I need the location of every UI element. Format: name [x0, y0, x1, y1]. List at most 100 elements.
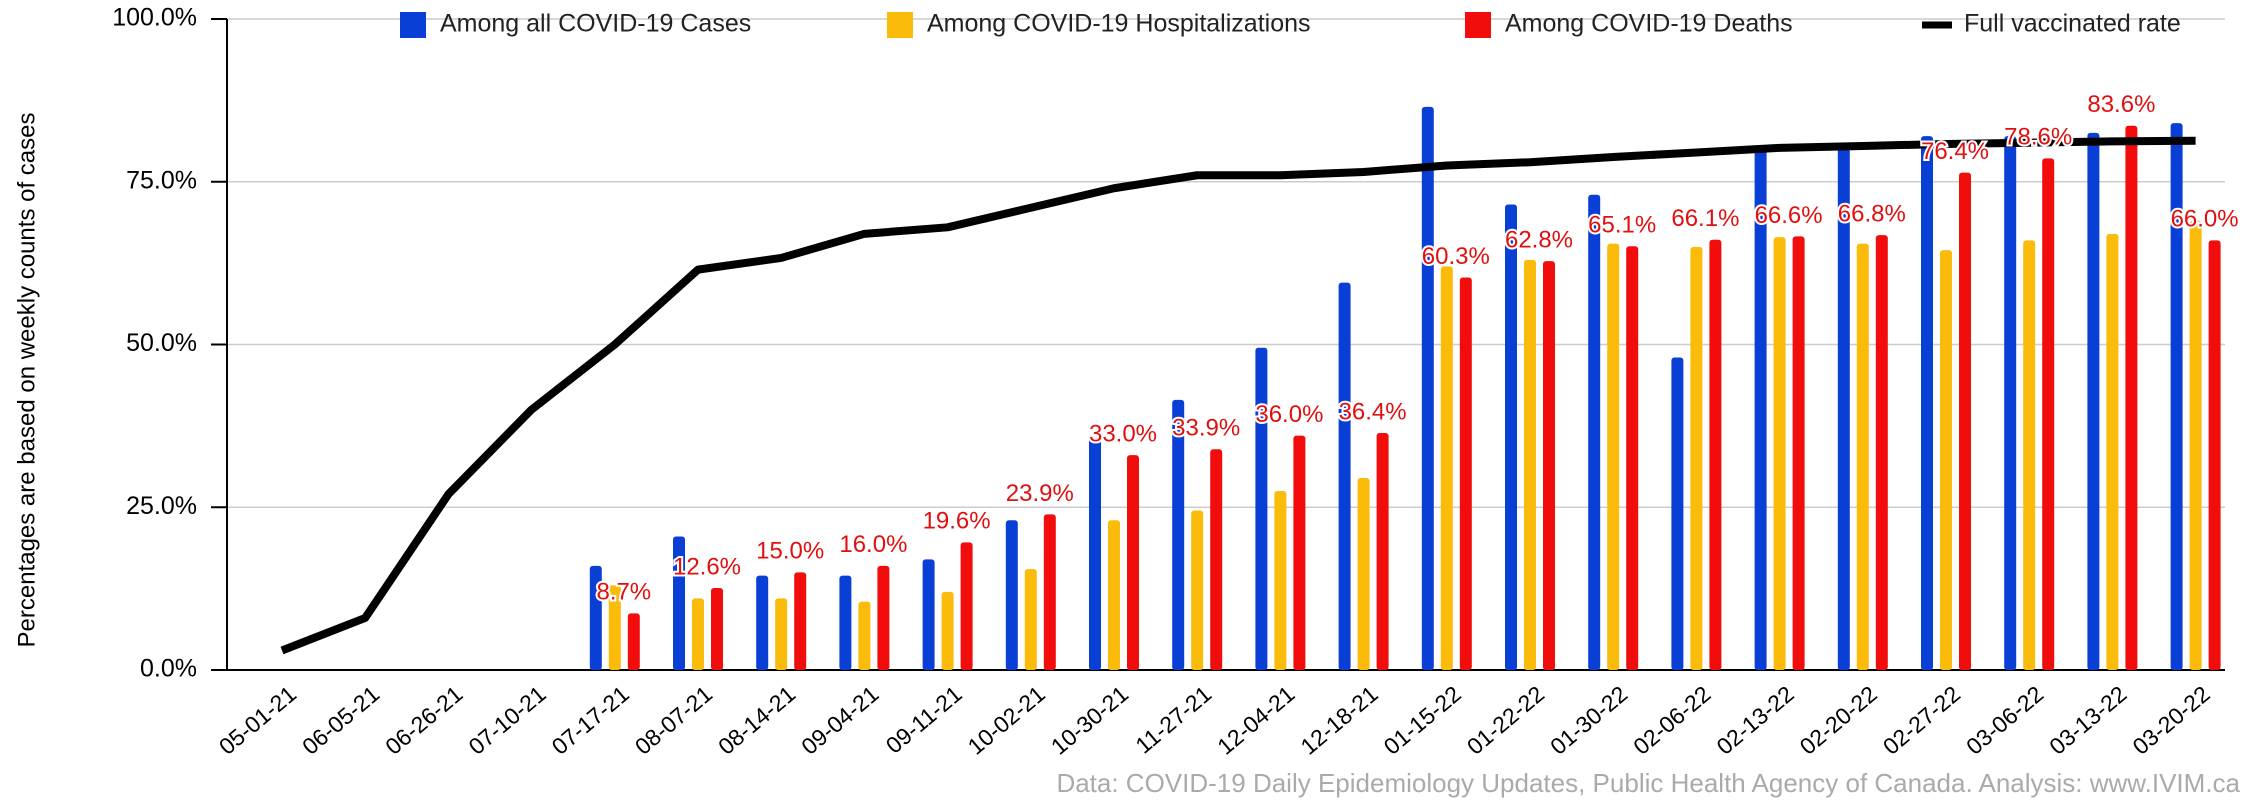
legend-swatch: [1465, 12, 1491, 38]
legend-label: Among COVID-19 Hospitalizations: [927, 10, 1311, 38]
bar: [1255, 347, 1268, 670]
bar: [711, 587, 723, 670]
data-label: 12.6%: [673, 553, 741, 580]
x-tick-label: 07-10-21: [463, 681, 550, 760]
bar: [1524, 259, 1536, 670]
y-axis-label: Percentages are based on weekly counts o…: [13, 113, 40, 648]
bar: [877, 565, 890, 670]
bar: [673, 536, 685, 670]
bar: [1210, 449, 1223, 670]
bar: [2004, 136, 2017, 670]
x-tick-label: 01-30-22: [1545, 681, 1632, 760]
data-label: 15.0%: [756, 538, 824, 565]
data-label: 66.6%: [1755, 202, 1823, 229]
bar: [1626, 246, 1639, 670]
bar: [1376, 433, 1389, 670]
bar: [1671, 357, 1684, 670]
bar: [1921, 136, 1933, 670]
bar: [1440, 266, 1453, 670]
data-label: 19.6%: [923, 508, 991, 535]
bar: [1959, 172, 1971, 671]
data-label: 66.0%: [2171, 206, 2239, 233]
legend-swatch: [400, 12, 426, 38]
bar: [1875, 235, 1888, 670]
x-tick-label: 06-26-21: [380, 681, 467, 760]
x-tick-label: 02-20-22: [1795, 681, 1882, 760]
bar: [1089, 438, 1101, 670]
legend-label: Full vaccinated rate: [1964, 10, 2181, 38]
data-label: 23.9%: [1006, 480, 1074, 507]
bar: [1191, 510, 1204, 670]
bar: [1690, 246, 1703, 670]
x-tick-label: 05-01-21: [214, 681, 301, 760]
legend-label: Among COVID-19 Deaths: [1505, 10, 1793, 38]
bar: [2189, 220, 2202, 670]
x-tick-label: 10-02-21: [963, 681, 1050, 760]
bar: [1754, 149, 1767, 670]
data-label: 76.4%: [1921, 138, 1989, 165]
data-label: 83.6%: [2087, 91, 2155, 118]
bar: [775, 598, 788, 670]
y-tick-label: 25.0%: [126, 492, 197, 520]
bar: [589, 565, 602, 670]
bar: [1856, 243, 1869, 670]
bar: [1773, 237, 1786, 670]
x-tick-label: 09-11-21: [881, 681, 967, 759]
bar: [756, 575, 769, 670]
data-label: 65.1%: [1588, 212, 1656, 239]
data-label: 33.9%: [1172, 415, 1240, 442]
bar: [960, 542, 973, 670]
bar: [1127, 455, 1139, 670]
bar: [1357, 477, 1370, 670]
bar: [922, 559, 935, 670]
legend-label: Among all COVID-19 Cases: [440, 10, 751, 38]
bar: [2042, 158, 2055, 670]
x-tick-label: 08-07-21: [630, 681, 717, 760]
data-label: 66.8%: [1838, 200, 1906, 227]
x-tick-label: 03-06-22: [1961, 681, 2048, 760]
bar: [858, 601, 871, 670]
bar: [2208, 240, 2221, 670]
data-label: 36.4%: [1339, 398, 1407, 425]
source: Data: COVID-19 Daily Epidemiology Update…: [1056, 768, 2240, 798]
bar: [794, 572, 807, 670]
bar: [1293, 435, 1306, 670]
bar: [1338, 282, 1351, 670]
data-label: 60.3%: [1422, 243, 1490, 270]
bar: [1505, 204, 1517, 670]
bar: [1588, 194, 1601, 670]
data-label: 66.1%: [1671, 205, 1739, 232]
x-tick-label: 02-13-22: [1711, 681, 1798, 760]
bar: [1940, 250, 1952, 671]
data-label: 78.6%: [2004, 124, 2072, 151]
x-tick-label: 08-14-21: [713, 681, 800, 760]
x-tick-label: 10-30-21: [1046, 681, 1133, 760]
bar: [2125, 125, 2138, 671]
bar: [1792, 236, 1805, 670]
bar: [1108, 520, 1120, 670]
bar: [2023, 240, 2036, 670]
y-tick-label: 75.0%: [126, 166, 197, 194]
bar: [1024, 569, 1037, 670]
bar: [608, 585, 621, 670]
x-tick-label: 11-27-21: [1130, 681, 1216, 759]
bar: [627, 613, 640, 670]
bar: [1607, 243, 1620, 670]
data-label: 33.0%: [1089, 421, 1157, 448]
data-label: 62.8%: [1505, 227, 1573, 254]
x-tick-label: 07-17-21: [547, 681, 634, 760]
x-tick-label: 03-20-22: [2127, 681, 2214, 760]
data-label: 36.0%: [1255, 401, 1323, 428]
bar: [692, 598, 704, 670]
x-tick-label: 01-15-22: [1379, 681, 1466, 760]
line: [280, 136, 2196, 655]
bar: [2087, 132, 2100, 671]
bar: [1459, 277, 1472, 670]
x-tick-label: 02-27-22: [1878, 681, 1965, 760]
y-tick-label: 0.0%: [140, 655, 197, 683]
bar: [1005, 520, 1018, 670]
x-tick-label: 03-13-22: [2044, 681, 2131, 760]
bar: [941, 591, 954, 670]
x-tick-label: 09-04-21: [796, 681, 883, 760]
